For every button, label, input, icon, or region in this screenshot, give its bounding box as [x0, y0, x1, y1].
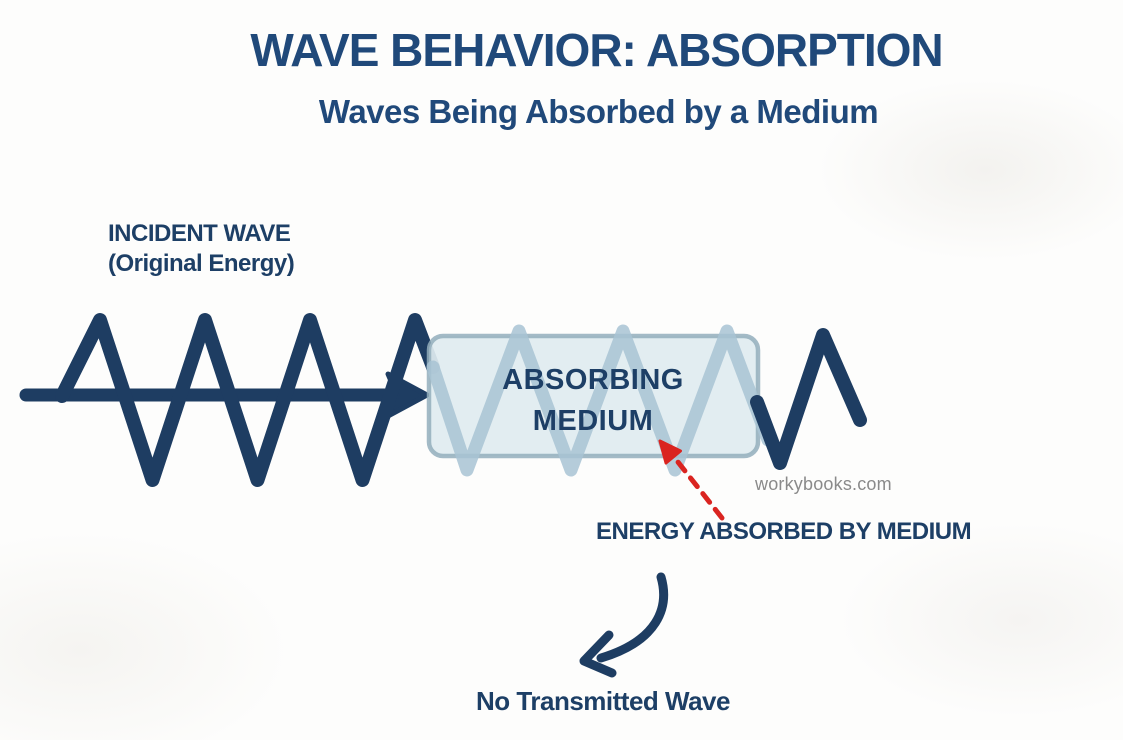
energy-absorbed-arrowhead-icon [658, 439, 682, 465]
curved-arrowhead-icon [579, 630, 617, 678]
incident-wave-label: INCIDENT WAVE [108, 220, 291, 247]
dying-wave [750, 328, 867, 470]
incident-wave [55, 313, 440, 487]
incident-wave-sublabel: (Original Energy) [108, 250, 295, 277]
energy-absorbed-label: ENERGY ABSORBED BY MEDIUM [596, 518, 972, 545]
page-title: WAVE BEHAVIOR: ABSORPTION [250, 24, 943, 76]
no-transmitted-wave-label: No Transmitted Wave [476, 686, 730, 716]
absorbed-wave [426, 324, 775, 477]
curved-down-arrow [596, 572, 669, 663]
absorbing-medium-label-line2: MEDIUM [532, 405, 654, 437]
energy-absorbed-arrow [671, 454, 725, 521]
page-subtitle: Waves Being Absorbed by a Medium [318, 93, 879, 130]
watermark: workybooks.com [755, 474, 892, 494]
absorbing-medium-label-line1: ABSORBING [502, 364, 684, 396]
